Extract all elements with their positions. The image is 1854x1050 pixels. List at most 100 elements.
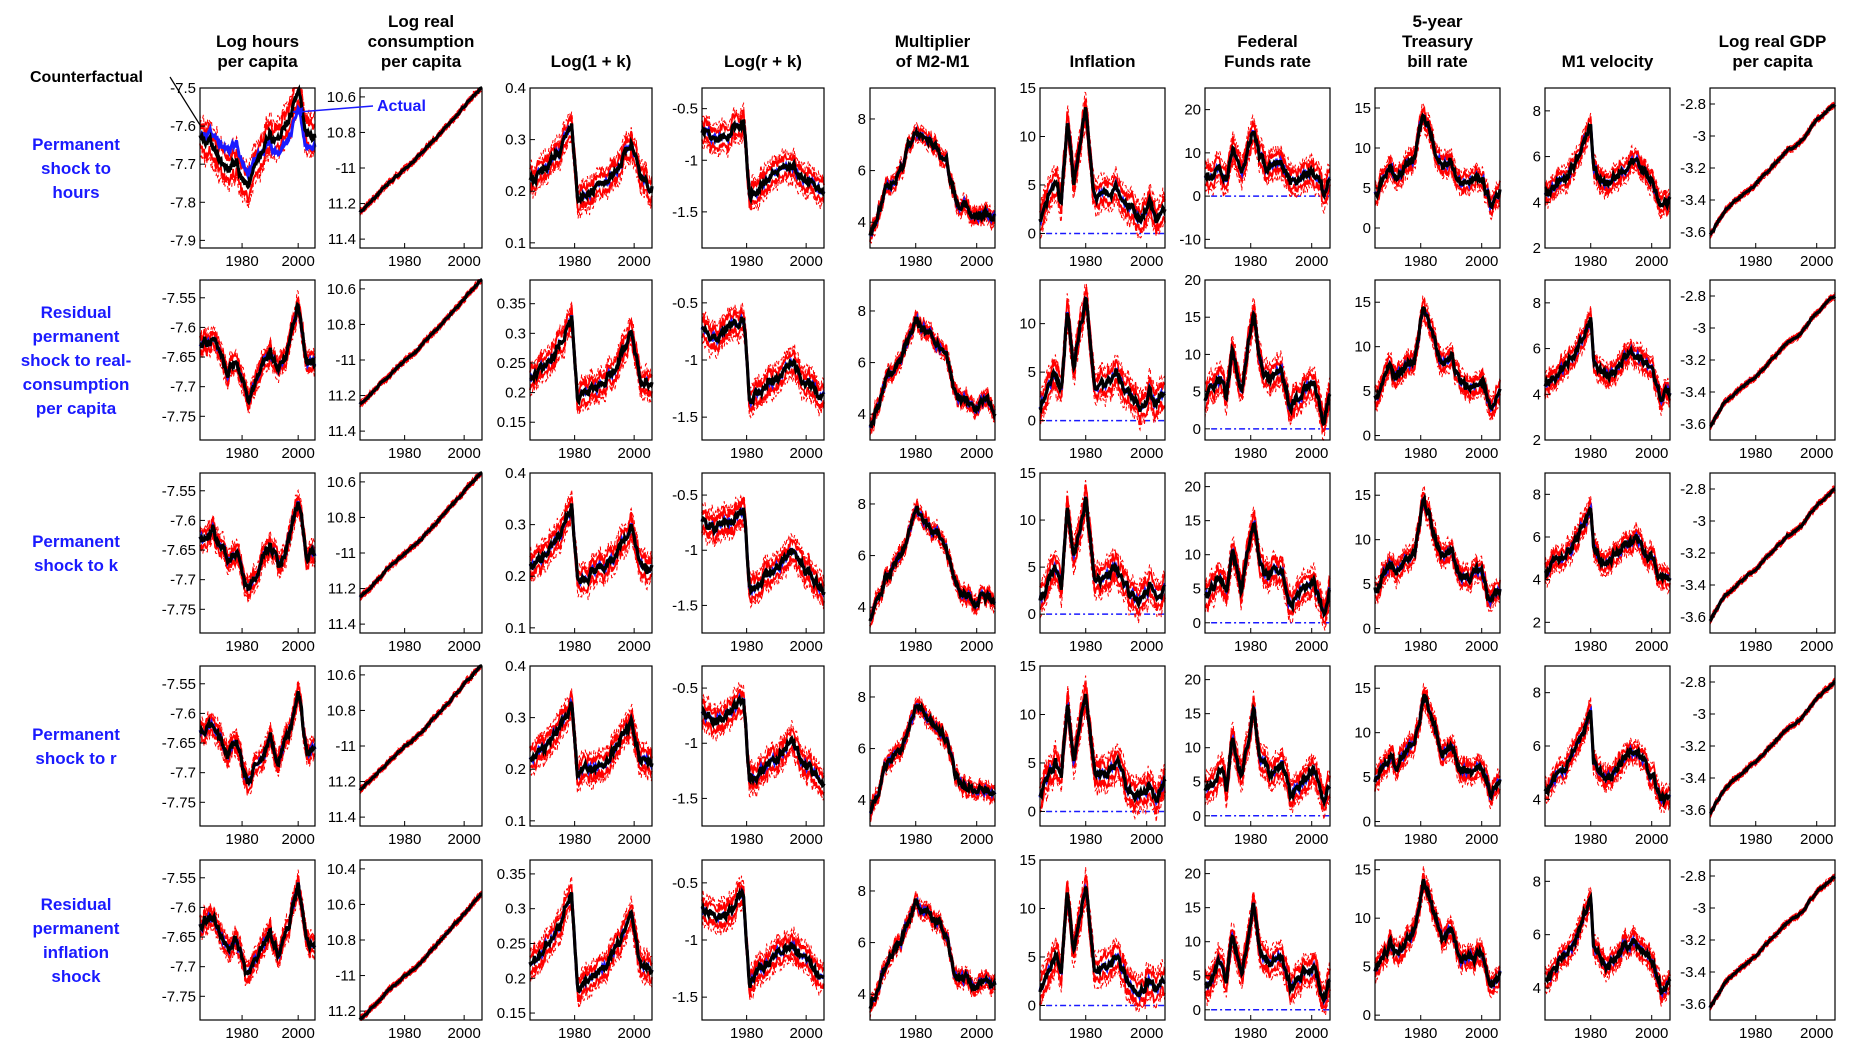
row-labels: Permanent shock to hours Residual permanent s… (21, 135, 132, 986)
counterfactual-series-line (529, 315, 654, 406)
panel-frame (1039, 665, 1166, 827)
band-inner-lower (529, 134, 653, 215)
panel-r0-c7: 15 10 5 0 1980 2000 (1354, 87, 1502, 270)
y-tick-label: 20 (1184, 102, 1201, 119)
y-tick-label: -11 (335, 738, 356, 755)
band-inner-lower (1544, 714, 1671, 809)
counterfactual-series-line (1708, 103, 1837, 236)
counterfactual-series-line (868, 126, 996, 236)
y-tick-label: 0.2 (505, 761, 526, 778)
y-tick-label: 10 (1354, 140, 1371, 157)
y-tick-label: 0.4 (505, 465, 526, 482)
y-tick-label: 10.8 (327, 932, 356, 949)
band-inner-lower (701, 899, 825, 997)
y-tick-label: -7.55 (162, 290, 196, 307)
counterfactual-series-line (358, 471, 482, 599)
band-inner-lower (199, 98, 316, 204)
y-tick-label: 10.8 (327, 316, 356, 333)
counterfactual-series-line (1709, 295, 1837, 428)
y-tick-label: 0.35 (497, 296, 526, 313)
y-tick-label: 15 (1354, 294, 1371, 311)
x-tick-label: 1980 (1404, 831, 1437, 848)
panel-frame (359, 279, 483, 441)
counterfactual-series-line (1544, 891, 1672, 996)
panel-r4-c9: -2.8 -3 -3.2 -3.4 -3.6 1980 2000 (1680, 859, 1837, 1042)
panel-r1-c2: 0.35 0.3 0.25 0.2 0.15 1980 2000 (497, 279, 654, 462)
row-label-3: Permanent (32, 725, 120, 744)
x-tick-label: 1980 (899, 831, 932, 848)
y-tick-label: -7.65 (162, 349, 196, 366)
counterfactual-series-line (1544, 506, 1672, 585)
counterfactual-series-line (199, 690, 317, 787)
y-tick-label: 5 (1028, 755, 1036, 772)
x-tick-label: 1980 (1234, 253, 1267, 270)
band-outer-upper (869, 498, 996, 614)
panel-r2-c1: 10.6 10.8 -11 11.2 11.4 1980 2000 (327, 471, 483, 655)
y-tick-label: 15 (1354, 100, 1371, 117)
y-tick-label: 0 (1193, 615, 1201, 632)
panel-frame (529, 472, 653, 634)
x-tick-label: 2000 (447, 638, 480, 655)
x-tick-label: 2000 (1800, 831, 1833, 848)
band-outer-upper (1204, 113, 1331, 184)
band-outer-lower (359, 890, 483, 1017)
panel-frame (359, 665, 483, 827)
y-tick-label: -7.5 (170, 80, 196, 97)
panel-r4-c6: 20 15 10 5 0 1980 2000 (1184, 859, 1331, 1042)
x-tick-label: 2000 (1130, 253, 1163, 270)
x-tick-label: 2000 (1800, 1025, 1833, 1042)
column-title-9: per capita (1732, 52, 1813, 71)
x-tick-label: 2000 (960, 638, 993, 655)
panel-r1-c3: -0.5 -1 -1.5 1980 2000 (672, 279, 826, 462)
y-tick-label: 5 (1363, 959, 1371, 976)
row-label-3: shock to r (35, 749, 117, 768)
band-inner-lower (1204, 323, 1331, 435)
y-tick-label: 5 (1028, 949, 1036, 966)
column-title-6: Federal (1237, 32, 1297, 51)
counterfactual-series-line (1038, 886, 1166, 998)
panel-r2-c9: -2.8 -3 -3.2 -3.4 -3.6 1980 2000 (1680, 472, 1836, 655)
panel-r3-c8: 8 6 4 1980 2000 (1533, 665, 1672, 848)
band-outer-lower (1204, 719, 1331, 820)
panel-r3-c7: 15 10 5 0 1980 2000 (1354, 665, 1502, 848)
y-tick-label: 5 (1363, 576, 1371, 593)
counterfactual-series-line (700, 506, 826, 597)
y-tick-label: 6 (858, 548, 866, 565)
band-inner-lower (199, 312, 316, 411)
y-tick-label: -3 (1693, 513, 1706, 530)
band-inner-lower (1544, 128, 1671, 218)
counterfactual-series-line (358, 278, 483, 406)
panel-frame (1039, 859, 1166, 1021)
counterfactual-series-line (1203, 521, 1331, 619)
y-tick-label: 4 (858, 792, 866, 809)
x-tick-label: 2000 (617, 445, 650, 462)
y-tick-label: 0 (1363, 621, 1371, 638)
panel-r0-c3: -0.5 -1 -1.5 1980 2000 (672, 87, 826, 270)
y-tick-label: -7.65 (162, 735, 196, 752)
band-inner-lower (1039, 116, 1166, 235)
y-tick-label: 10.6 (327, 89, 356, 106)
panel-frame (529, 87, 653, 249)
y-tick-label: 0 (1363, 220, 1371, 237)
counterfactual-series-line (1203, 309, 1332, 427)
x-tick-label: 2000 (960, 831, 993, 848)
y-tick-label: -3.4 (1680, 964, 1706, 981)
y-tick-label: 0.1 (505, 235, 526, 252)
row-label-1: consumption (23, 375, 130, 394)
band-outer-lower (1709, 878, 1836, 1011)
panel-frame (869, 279, 996, 441)
band-outer-upper (701, 682, 825, 775)
y-tick-label: 8 (1533, 685, 1541, 702)
x-tick-label: 2000 (617, 1025, 650, 1042)
x-tick-label: 2000 (1635, 638, 1668, 655)
y-tick-label: 10 (1019, 706, 1036, 723)
counterfactual-series-line (1373, 693, 1502, 802)
column-title-6: Funds rate (1224, 52, 1311, 71)
band-inner-lower (701, 517, 825, 606)
panel-frame (1544, 859, 1671, 1021)
y-tick-label: -1.5 (672, 409, 698, 426)
band-inner-upper (1374, 106, 1501, 202)
y-tick-label: 0 (1193, 1002, 1201, 1019)
y-tick-label: -1 (685, 542, 698, 559)
band-inner-lower (1039, 705, 1166, 815)
